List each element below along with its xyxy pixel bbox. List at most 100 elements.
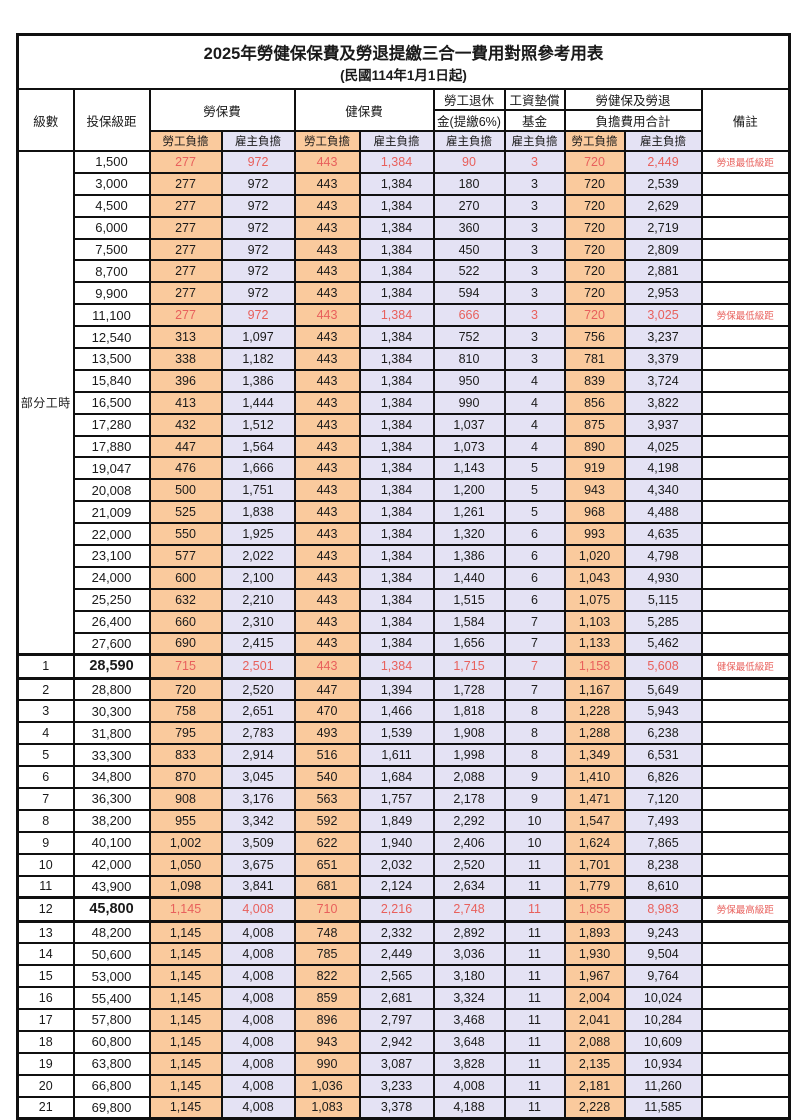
cell-pension-employer: 180 [432, 171, 506, 196]
cell-arrears-employer: 5 [503, 500, 566, 525]
level-cell: 1 [16, 652, 75, 680]
table-row: 16 55,400 1,145 4,008 859 2,681 3,324 11 2,004 10… [16, 986, 791, 1010]
table-row: 9 40,100 1,002 3,509 622 1,940 2,406 10 1,624 7,8… [16, 830, 791, 855]
note-cell [700, 1095, 791, 1120]
cell-arrears-employer: 11 [503, 895, 566, 923]
cell-total-employee: 839 [563, 368, 626, 393]
salary-cell: 38,200 [72, 808, 151, 833]
table-row: 21,009 525 1,838 443 1,384 1,261 5 968 4,488 [18, 500, 791, 525]
cell-health-employee: 748 [293, 920, 361, 945]
col-header-arrears-line1: 工資墊償 [503, 88, 566, 111]
cell-pension-employer: 4,188 [432, 1095, 506, 1120]
table-row: 17,280 432 1,512 443 1,384 1,037 4 875 3,937 [18, 412, 791, 437]
cell-labor-employer: 2,914 [220, 743, 296, 768]
cell-labor-employer: 2,310 [220, 609, 296, 634]
cell-labor-employer: 1,925 [220, 522, 296, 547]
cell-labor-employer: 972 [220, 281, 296, 306]
cell-total-employee: 2,004 [563, 986, 626, 1010]
cell-total-employee: 2,181 [563, 1073, 626, 1098]
cell-total-employee: 720 [563, 259, 626, 284]
cell-pension-employer: 990 [432, 390, 506, 415]
cell-health-employer: 1,384 [358, 456, 435, 481]
cell-total-employer: 8,610 [623, 874, 703, 899]
table-row: 4 31,800 795 2,783 493 1,539 1,908 8 1,288 6,238 [16, 721, 791, 746]
cell-health-employer: 1,384 [358, 544, 435, 568]
cell-labor-employee: 277 [148, 303, 223, 328]
cell-arrears-employer: 11 [503, 852, 566, 877]
cell-labor-employee: 795 [148, 721, 223, 746]
cell-labor-employee: 577 [148, 544, 223, 568]
cell-labor-employee: 1,098 [148, 874, 223, 899]
cell-arrears-employer: 8 [503, 743, 566, 768]
cell-labor-employee: 396 [148, 368, 223, 393]
cell-pension-employer: 2,634 [432, 874, 506, 899]
cell-total-employee: 1,930 [563, 942, 626, 967]
cell-labor-employee: 1,145 [148, 964, 223, 989]
cell-labor-employer: 4,008 [220, 1073, 296, 1098]
cell-health-employee: 443 [293, 193, 361, 218]
cell-pension-employer: 1,200 [432, 478, 506, 503]
cell-labor-employee: 715 [148, 652, 223, 680]
note-cell [700, 237, 791, 262]
note-cell [700, 259, 791, 284]
cell-labor-employee: 313 [148, 325, 223, 350]
cell-total-employer: 10,934 [623, 1051, 703, 1076]
cell-total-employer: 4,340 [623, 478, 703, 503]
cell-health-employer: 1,384 [358, 390, 435, 415]
cell-arrears-employer: 3 [503, 259, 566, 284]
cell-labor-employee: 1,145 [148, 1029, 223, 1054]
salary-cell: 24,000 [72, 565, 151, 590]
table-row: 13 48,200 1,145 4,008 748 2,332 2,892 11 1,893 9,… [16, 920, 791, 945]
note-cell [700, 587, 791, 612]
cell-labor-employer: 1,182 [220, 347, 296, 371]
cell-total-employer: 5,649 [623, 677, 703, 702]
cell-labor-employee: 525 [148, 500, 223, 525]
cell-total-employee: 720 [563, 193, 626, 218]
cell-total-employer: 5,285 [623, 609, 703, 634]
cell-pension-employer: 1,320 [432, 522, 506, 547]
cell-labor-employer: 972 [220, 171, 296, 196]
cell-arrears-employer: 6 [503, 544, 566, 568]
cell-pension-employer: 950 [432, 368, 506, 393]
cell-arrears-employer: 11 [503, 920, 566, 945]
salary-cell: 26,400 [72, 609, 151, 634]
cell-total-employer: 2,719 [623, 215, 703, 240]
cell-arrears-employer: 5 [503, 456, 566, 481]
cell-health-employee: 540 [293, 765, 361, 789]
cell-labor-employer: 1,564 [220, 434, 296, 459]
cell-labor-employer: 2,651 [220, 699, 296, 724]
table-row: 7 36,300 908 3,176 563 1,757 2,178 9 1,471 7,120 [16, 786, 791, 811]
salary-cell: 31,800 [72, 721, 151, 746]
cell-health-employee: 681 [293, 874, 361, 899]
salary-cell: 57,800 [72, 1007, 151, 1032]
cell-health-employee: 443 [293, 237, 361, 262]
cell-health-employer: 1,384 [358, 150, 435, 174]
cell-health-employee: 443 [293, 259, 361, 284]
cell-total-employer: 4,635 [623, 522, 703, 547]
cell-total-employee: 856 [563, 390, 626, 415]
cell-pension-employer: 1,715 [432, 652, 506, 680]
cell-health-employee: 443 [293, 171, 361, 196]
cell-health-employer: 1,539 [358, 721, 435, 746]
cell-total-employer: 7,120 [623, 786, 703, 811]
cell-health-employer: 1,384 [358, 631, 435, 656]
cell-pension-employer: 2,178 [432, 786, 506, 811]
level-cell: 21 [16, 1095, 75, 1120]
note-cell [700, 171, 791, 196]
cell-health-employee: 443 [293, 434, 361, 459]
note-cell [700, 347, 791, 371]
cell-arrears-employer: 8 [503, 721, 566, 746]
table-row: 1 28,590 715 2,501 443 1,384 1,715 7 1,158 5,608 健… [16, 652, 791, 680]
cell-pension-employer: 3,828 [432, 1051, 506, 1076]
cell-health-employer: 1,849 [358, 808, 435, 833]
salary-cell: 43,900 [72, 874, 151, 899]
cell-health-employee: 493 [293, 721, 361, 746]
col-header-total-line2: 負擔費用合計 [563, 109, 703, 132]
cell-pension-employer: 3,036 [432, 942, 506, 967]
cell-labor-employee: 1,145 [148, 1095, 223, 1120]
cell-pension-employer: 2,892 [432, 920, 506, 945]
cell-total-employer: 11,260 [623, 1073, 703, 1098]
note-cell [700, 964, 791, 989]
cell-health-employee: 443 [293, 325, 361, 350]
cell-pension-employer: 752 [432, 325, 506, 350]
